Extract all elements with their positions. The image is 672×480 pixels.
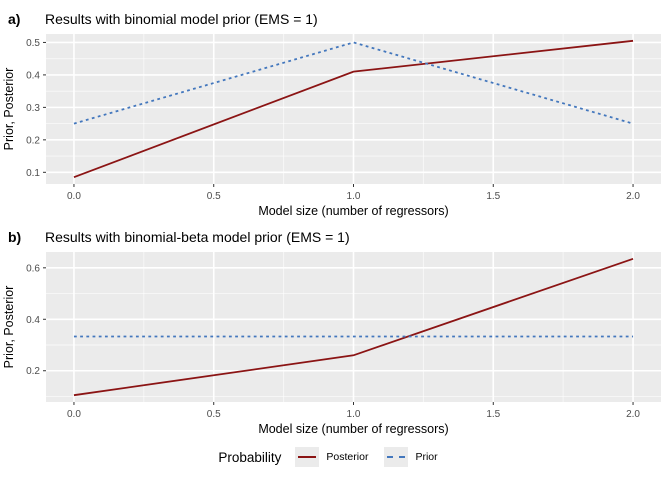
series-line-posterior — [73, 257, 634, 397]
legend-entry-prior: Prior — [384, 447, 438, 467]
chart-canvas: 0.0 0.5 1.0 1.5 2.0 0.2 0.4 0.6 Model size (numb… — [2, 252, 661, 436]
panel-b-header: b) Results with binomial-beta model prior… — [0, 224, 672, 250]
legend-entry-posterior: Posterior — [295, 447, 368, 467]
x-tick-label: 2.0 — [626, 191, 640, 202]
x-tick-label: 0.0 — [67, 191, 81, 202]
y-tick-label: 0.1 — [26, 168, 40, 179]
x-tick-label: 0.0 — [67, 409, 81, 420]
panel-a-title: Results with binomial model prior (EMS =… — [45, 11, 318, 27]
legend-title: Probability — [218, 449, 282, 465]
panel-a-header: a) Results with binomial model prior (EMS… — [0, 6, 672, 32]
chart-canvas: 0.0 0.5 1.0 1.5 2.0 0.1 0.2 0.3 0.4 0.5 Model size… — [2, 34, 661, 218]
legend-label-prior: Prior — [415, 451, 438, 463]
y-tick-label: 0.4 — [26, 70, 40, 81]
panel-b-tag: b) — [8, 229, 22, 245]
y-tick-label: 0.2 — [26, 366, 40, 377]
y-tick-label: 0.4 — [26, 315, 40, 326]
panel-a-tag: a) — [8, 11, 21, 27]
posterior-line-icon — [298, 456, 317, 458]
x-tick-label: 0.5 — [207, 191, 221, 202]
series-line-prior — [73, 41, 634, 125]
panel-b-title: Results with binomial-beta model prior (… — [45, 229, 350, 245]
x-tick-label: 1.0 — [347, 191, 361, 202]
legend: Probability Posterior Prior — [0, 444, 672, 470]
y-tick-label: 0.2 — [26, 135, 40, 146]
panel-b-chart: 0.0 0.5 1.0 1.5 2.0 0.2 0.4 0.6 Model size (numb… — [0, 250, 672, 436]
x-axis-title: Model size (number of regressors) — [258, 204, 448, 218]
y-axis-title: Prior, Posterior — [2, 286, 16, 369]
prior-line-icon — [387, 456, 406, 458]
panel-a-chart: 0.0 0.5 1.0 1.5 2.0 0.1 0.2 0.3 0.4 0.5 Model size… — [0, 32, 672, 218]
x-tick-label: 1.0 — [347, 409, 361, 420]
x-tick-label: 2.0 — [626, 409, 640, 420]
y-tick-label: 0.3 — [26, 103, 40, 114]
x-axis-title: Model size (number of regressors) — [258, 422, 448, 436]
y-axis-title: Prior, Posterior — [2, 68, 16, 151]
x-tick-label: 1.5 — [486, 409, 500, 420]
legend-key-posterior — [295, 447, 320, 467]
y-tick-label: 0.5 — [26, 38, 40, 49]
legend-label-posterior: Posterior — [326, 451, 369, 463]
x-tick-label: 1.5 — [486, 191, 500, 202]
x-tick-label: 0.5 — [207, 409, 221, 420]
y-tick-label: 0.6 — [26, 263, 40, 274]
legend-key-prior — [384, 447, 409, 467]
series-line-posterior — [73, 39, 634, 179]
